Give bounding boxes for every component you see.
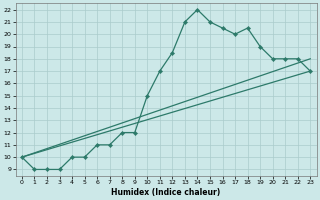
- X-axis label: Humidex (Indice chaleur): Humidex (Indice chaleur): [111, 188, 221, 197]
